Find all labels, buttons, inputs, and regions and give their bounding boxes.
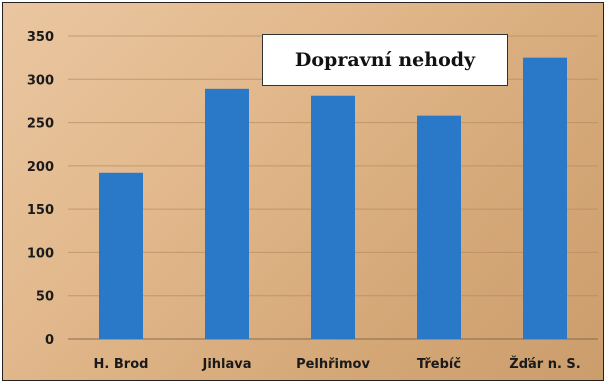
bar (523, 57, 567, 340)
bar (205, 88, 249, 340)
y-tick-label: 50 (36, 290, 54, 305)
bar (99, 172, 143, 339)
chart-title: Dopravní nehody (262, 34, 508, 86)
y-tick-label: 200 (27, 160, 54, 175)
x-tick-label: Žďár n. S. (509, 356, 580, 372)
x-tick-label: Třebíč (417, 357, 461, 372)
bar (417, 115, 461, 339)
y-tick-label: 350 (27, 30, 54, 45)
y-tick-label: 250 (27, 117, 54, 132)
y-tick-label: 300 (27, 73, 54, 88)
y-tick-label: 100 (27, 246, 54, 261)
bar (311, 95, 355, 339)
y-tick-label: 150 (27, 203, 54, 218)
y-tick-label: 0 (45, 333, 54, 348)
x-tick-label: Jihlava (201, 357, 251, 372)
x-tick-label: Pelhřimov (296, 357, 370, 372)
x-tick-label: H. Brod (94, 357, 149, 372)
